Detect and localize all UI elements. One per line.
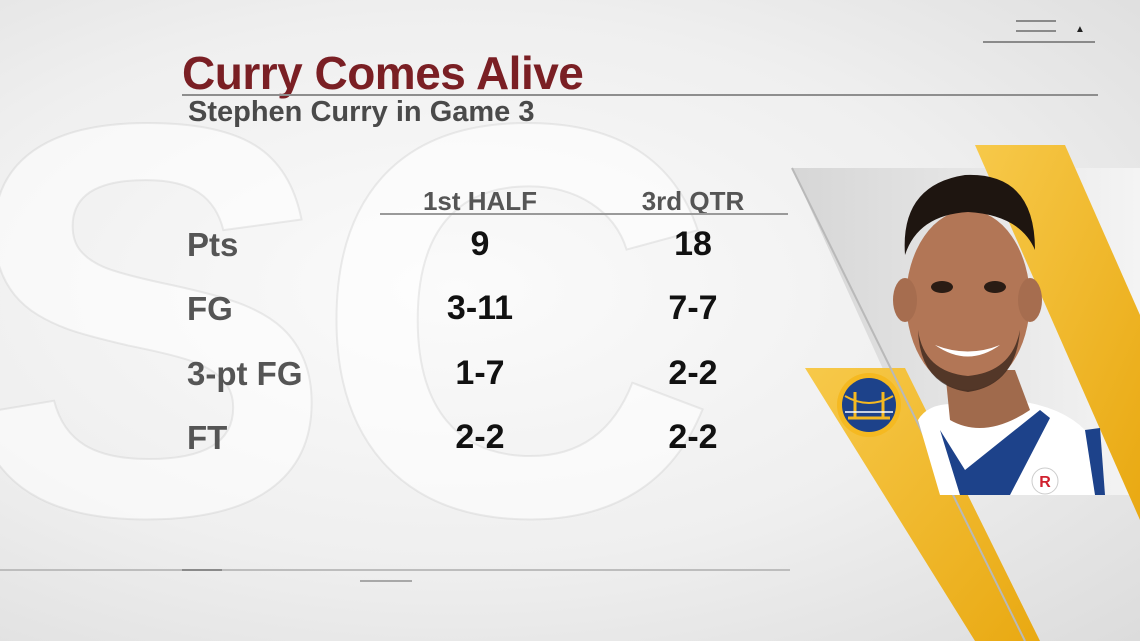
player-hair <box>904 174 1035 255</box>
jersey-patch <box>1031 467 1059 495</box>
page-subtitle: Stephen Curry in Game 3 <box>188 96 535 128</box>
jersey-blue-trim <box>940 410 1050 495</box>
cell-value: 18 <box>674 225 712 263</box>
gold-stripe-upper <box>975 145 1140 520</box>
column-header-divider <box>380 213 788 215</box>
cell-value: 7-7 <box>668 289 718 327</box>
cell-value: 2-2 <box>455 418 505 456</box>
player-ear-right <box>1018 278 1042 322</box>
title-divider <box>182 94 1098 96</box>
up-arrow-icon: ▲ <box>1075 24 1085 35</box>
cell-value: 3-11 <box>446 289 514 327</box>
jersey-sleeve-trim <box>1085 428 1105 495</box>
player-smile <box>935 345 1000 357</box>
row-label: FT <box>187 419 228 456</box>
column-header-3rd-qtr: 3rd QTR <box>641 186 745 216</box>
bottom-tick <box>182 569 222 571</box>
jersey-patch-letter: R <box>1039 474 1051 491</box>
player-beard <box>918 330 1020 392</box>
player-ear-left <box>893 278 917 322</box>
bottom-divider <box>0 569 790 571</box>
page-title: Curry Comes Alive <box>182 47 584 99</box>
diagonal-line <box>791 167 1026 641</box>
bottom-tick <box>360 580 412 582</box>
player-graphic: R <box>791 145 1140 641</box>
column-header-1st-half: 1st HALF <box>422 186 538 216</box>
cell-value: 1-7 <box>455 354 505 392</box>
cell-value: 2-2 <box>668 418 718 456</box>
row-label: FG <box>187 290 233 327</box>
row-label: 3-pt FG <box>187 355 303 392</box>
menu-divider <box>983 41 1095 43</box>
cell-value: 9 <box>470 225 490 263</box>
row-label: Pts <box>187 226 239 263</box>
player-face <box>906 210 1030 390</box>
menu-icon <box>1016 20 1056 40</box>
golden-state-warriors-logo-icon <box>837 373 901 437</box>
cell-value: 2-2 <box>668 354 718 392</box>
